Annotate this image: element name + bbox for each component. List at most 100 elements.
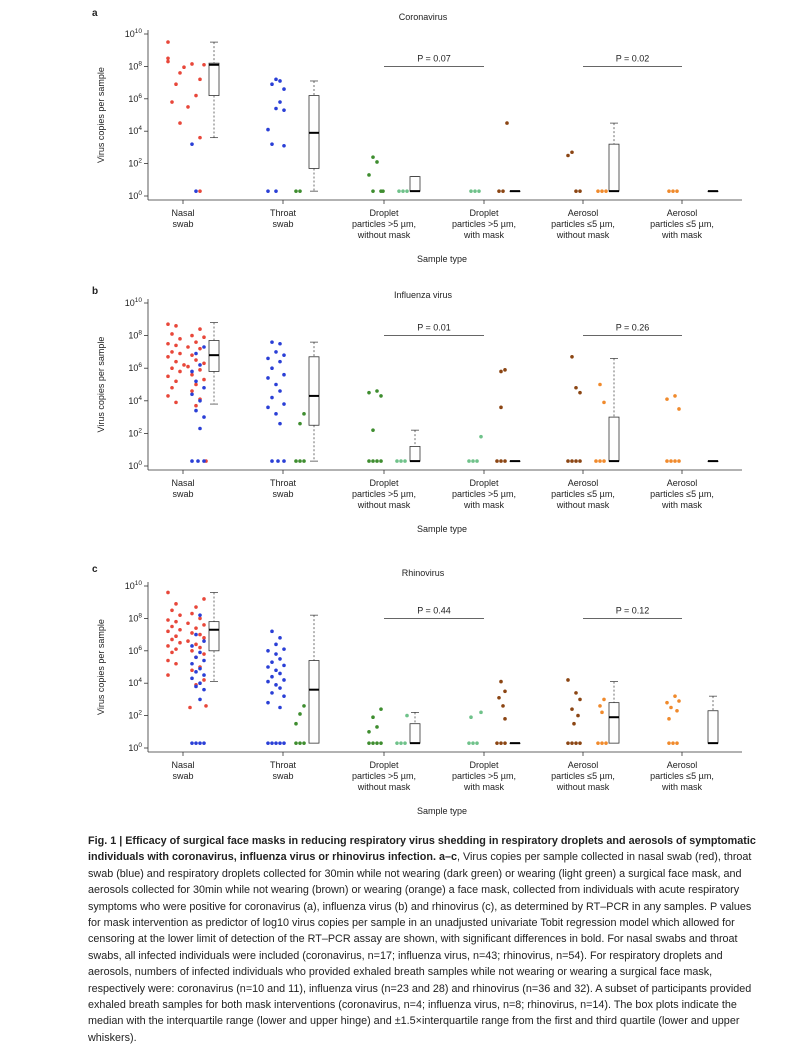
panel-b-point-1-15 — [202, 385, 206, 390]
panel-b-point-0-33 — [174, 400, 178, 405]
panel-b-y-tick-label-1: 102 — [128, 427, 142, 438]
panel-c-point-1-2 — [194, 632, 198, 637]
panel-b-point-4-8 — [503, 459, 507, 463]
panel-a-point-0-0 — [166, 40, 170, 44]
panel-b-point-0-15 — [166, 354, 170, 359]
panel-c-point-4-16 — [574, 741, 578, 745]
panel-b-point-2-7 — [298, 459, 302, 463]
panel-b-point-1-27 — [190, 459, 194, 463]
panel-a-point-4-2 — [566, 153, 570, 158]
panel-c-point-3-5 — [403, 741, 407, 745]
panel-a-title: Coronavirus — [399, 12, 448, 22]
panel-a-y-label: Virus copies per sample — [96, 67, 106, 163]
panel-b-point-0-18 — [202, 361, 206, 366]
panel-b-point-1-28 — [196, 459, 200, 463]
panel-c-point-0-20 — [170, 637, 174, 642]
panel-a-point-1-5 — [274, 106, 278, 111]
panel-c-point-1-42 — [270, 741, 274, 745]
panel-c-point-1-24 — [190, 676, 194, 681]
panel-c-point-1-21 — [278, 671, 282, 676]
panel-c-point-5-13 — [671, 741, 675, 745]
panel-c-point-2-6 — [367, 730, 371, 734]
panel-c-point-2-0 — [302, 704, 306, 708]
panel-c-point-0-5 — [190, 611, 194, 616]
panel-c-point-4-12 — [499, 741, 503, 745]
panel-b-y-tick-label-2: 104 — [128, 395, 142, 406]
panel-c-point-5-3 — [677, 699, 681, 703]
panel-a-x-label: Sample type — [417, 254, 467, 264]
panel-b-point-2-2 — [379, 394, 383, 398]
panel-b-point-4-10 — [570, 459, 574, 463]
panel-b-point-0-2 — [198, 327, 202, 331]
panel-a-category-label-5-2: with mask — [661, 230, 703, 240]
panel-b-point-0-14 — [190, 353, 194, 357]
panel-c-point-0-39 — [204, 704, 208, 708]
panel-a-category-label-0-0: Nasal — [171, 208, 194, 218]
panel-b-point-0-23 — [178, 369, 182, 374]
panel-b-point-5-5 — [594, 459, 598, 463]
panel-a-point-4-6 — [578, 189, 582, 193]
panel-a-point-0-14 — [198, 189, 202, 193]
panel-b-point-4-0 — [570, 354, 574, 359]
panel-c-point-4-4 — [497, 695, 501, 700]
panel-b-point-1-13 — [194, 379, 198, 384]
panel-b-point-2-10 — [371, 459, 375, 463]
panel-c-point-1-7 — [282, 647, 286, 651]
panel-c-point-3-3 — [395, 741, 399, 745]
panel-c-point-2-12 — [375, 741, 379, 745]
panel-c-point-4-17 — [578, 741, 582, 745]
panel-c-point-5-4 — [598, 704, 602, 708]
panel-b-point-1-24 — [202, 415, 206, 419]
panel-c-point-1-11 — [194, 655, 198, 660]
panel-b-point-0-1 — [174, 324, 178, 328]
panel-c-point-1-10 — [274, 652, 278, 656]
panel-a-point-0-1 — [166, 56, 170, 61]
panel-c-point-1-37 — [190, 741, 194, 745]
panel-b-point-1-12 — [266, 376, 270, 380]
panel-b-point-3-3 — [403, 459, 407, 463]
panel-b-point-1-25 — [278, 421, 282, 426]
panel-b-point-4-7 — [499, 459, 503, 463]
panel-c-point-1-23 — [270, 674, 274, 679]
panel-a-point-1-13 — [274, 189, 278, 193]
panel-c-point-5-8 — [667, 717, 671, 721]
panel-c-point-1-34 — [198, 697, 202, 702]
panel-b-category-label-4-2: without mask — [556, 500, 610, 510]
panel-c-point-1-13 — [202, 658, 206, 663]
panel-c-point-4-15 — [570, 741, 574, 745]
panel-c-point-0-17 — [198, 632, 202, 637]
panel-c-point-2-9 — [302, 741, 306, 745]
panel-a-point-0-5 — [182, 65, 186, 70]
panel-c-point-0-7 — [198, 616, 202, 621]
panel-c-point-1-15 — [190, 661, 194, 666]
panel-b-point-2-8 — [302, 459, 306, 463]
panel-c-point-0-36 — [202, 678, 206, 682]
panel-c-point-5-14 — [675, 741, 679, 745]
panel-a-point-3-0 — [397, 189, 401, 193]
panel-a-point-2-4 — [298, 189, 302, 193]
panel-c-point-1-5 — [274, 642, 278, 647]
panel-b-point-0-26 — [202, 377, 206, 382]
panel-c-category-label-3-2: with mask — [463, 782, 505, 792]
panel-c-point-5-10 — [600, 741, 604, 745]
panel-a-point-4-0 — [505, 121, 509, 125]
panel-a-y-tick-label-0: 100 — [128, 190, 142, 201]
panel-b-y-label: Virus copies per sample — [96, 337, 106, 433]
panel-c-point-4-5 — [578, 697, 582, 702]
panel-b-point-1-31 — [276, 459, 280, 463]
panel-c-point-4-1 — [566, 678, 570, 682]
panel-c-y-tick-label-5: 1010 — [125, 580, 143, 591]
panel-b-point-3-2 — [399, 459, 403, 463]
panel-a-point-2-0 — [371, 155, 375, 159]
panel-b-point-1-8 — [198, 363, 202, 367]
panel-a-point-5-1 — [600, 189, 604, 193]
panel-b-point-5-11 — [677, 459, 681, 463]
panel-c-point-5-0 — [673, 694, 677, 698]
panel-b-point-1-18 — [270, 395, 274, 400]
panel-c-point-4-13 — [503, 741, 507, 745]
panel-a-point-5-4 — [671, 189, 675, 193]
panel-b-category-label-2-0: Droplet — [369, 478, 399, 488]
panel-b-point-1-7 — [278, 359, 282, 364]
panel-c-category-label-1-0: Throat — [270, 760, 297, 770]
panel-a-category-label-3-1: particles >5 µm, — [452, 219, 516, 229]
